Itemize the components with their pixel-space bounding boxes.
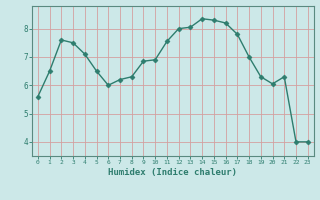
X-axis label: Humidex (Indice chaleur): Humidex (Indice chaleur) — [108, 168, 237, 177]
